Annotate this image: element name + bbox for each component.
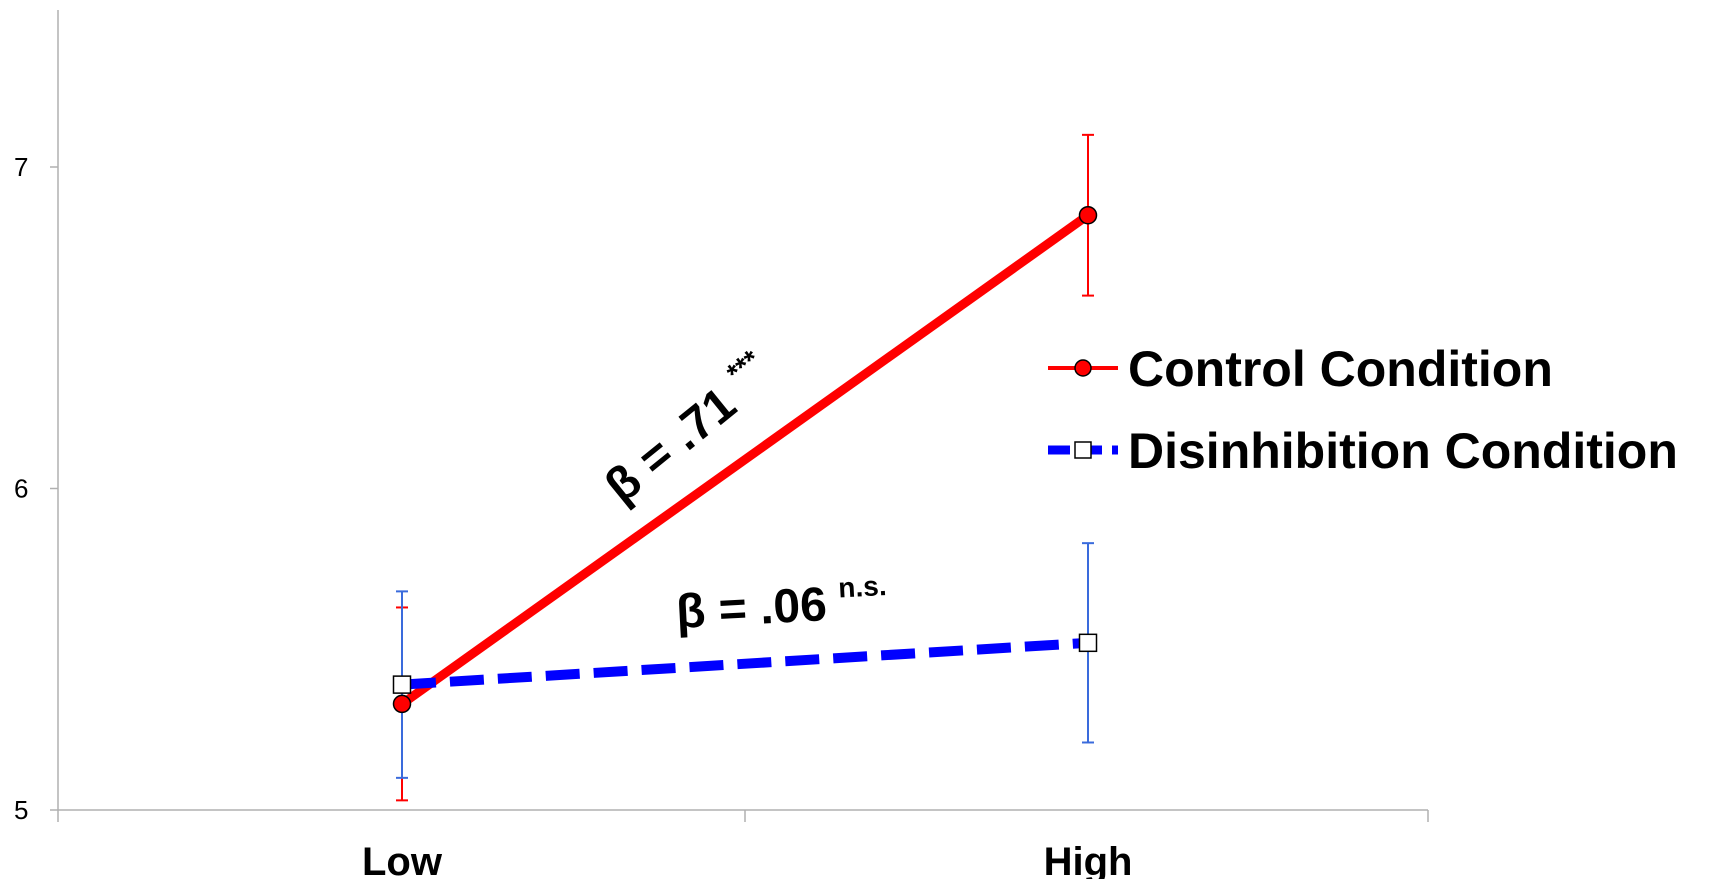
annotation-disinhibition-text: β = .06 [675,578,828,639]
legend-swatch-control-marker [1074,359,1092,377]
series-line-control [399,211,1091,708]
axes: 5 6 7 Low High [14,10,1429,879]
series-markers [392,205,1098,714]
marker-disinhibition-1 [1078,633,1098,653]
series-line-disinhibition [401,637,1089,690]
y-tick-label-2: 7 [14,152,28,182]
marker-control-1 [1078,205,1098,225]
marker-control-0 [392,694,412,714]
series-lines [399,211,1091,708]
legend-swatch-disinhibition-marker [1074,441,1092,459]
annotation-control-text: β = .71 [596,377,746,513]
annotation-disinhibition-sig: n.s. [838,570,888,603]
legend-label-control: Control Condition [1128,341,1553,397]
marker-disinhibition-0 [392,675,412,694]
annotation-disinhibition-beta: β = .06 n.s. [675,570,889,639]
legend-item-control: Control Condition [1048,341,1553,397]
y-tick-label-1: 6 [14,474,28,504]
annotation-control-sig: *** [721,344,766,389]
error-bars [396,133,1094,802]
legend: Control Condition Disinhibition Conditio… [1048,341,1678,479]
x-category-label-high: High [1044,840,1133,879]
y-tick-label-0: 5 [14,795,28,825]
annotation-control-beta: β = .71 *** [592,344,782,514]
legend-label-disinhibition: Disinhibition Condition [1128,423,1678,479]
legend-item-disinhibition: Disinhibition Condition [1048,423,1678,479]
x-category-label-low: Low [362,840,443,879]
